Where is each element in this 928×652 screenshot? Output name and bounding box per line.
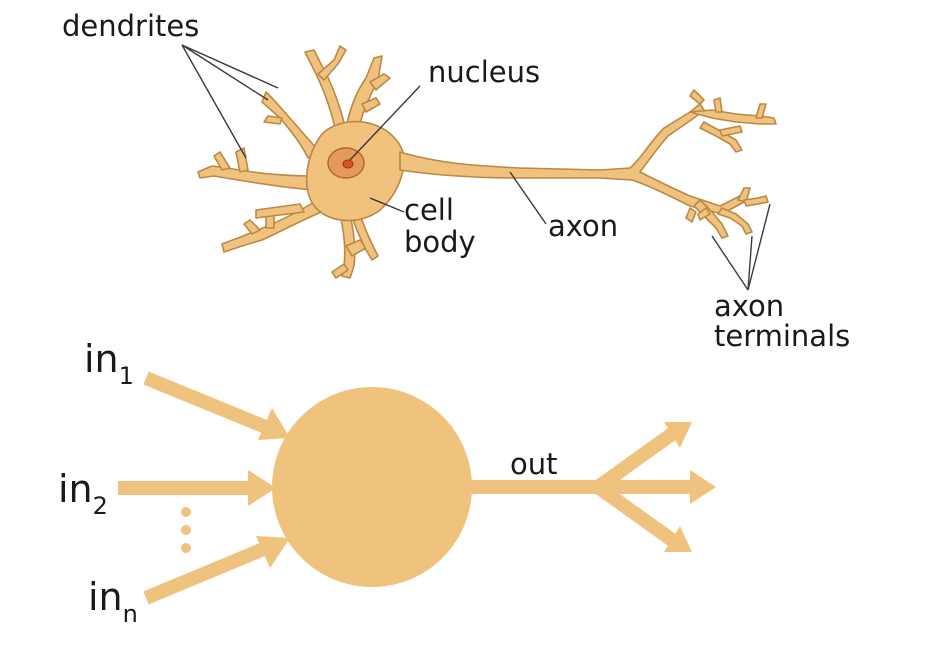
- nucleus: [327, 147, 365, 179]
- artificial-labels: in1 in2 inn out: [58, 337, 558, 628]
- axon-shape: [399, 103, 745, 215]
- input-ellipsis: [181, 507, 191, 553]
- input-arrow-1: [143, 371, 290, 440]
- input-arrow-n: [143, 536, 290, 605]
- label-nucleus: nucleus: [428, 55, 540, 89]
- input-arrows: [118, 371, 290, 605]
- axon-terminal-lower: [685, 187, 769, 239]
- dendrite-branches: [197, 45, 391, 279]
- label-cell: cell: [404, 193, 454, 227]
- output-arrows: [468, 422, 716, 552]
- input-label-n: inn: [88, 575, 138, 628]
- label-body: body: [404, 225, 476, 259]
- input-label-1: in1: [84, 337, 134, 390]
- axon-terminal-upper: [689, 89, 777, 153]
- input-label-2: in2: [58, 467, 108, 520]
- nucleolus-shape: [342, 159, 354, 169]
- label-axon: axon: [548, 209, 618, 243]
- biological-labels: dendrites nucleus cell body axon axon te…: [62, 9, 850, 353]
- label-axon-terminals-line2: terminals: [714, 319, 850, 353]
- artificial-cell: [272, 387, 472, 587]
- label-dendrites: dendrites: [62, 9, 199, 43]
- leader-lines: [181, 44, 771, 291]
- input-arrow-2: [118, 470, 276, 506]
- output-label: out: [510, 447, 558, 481]
- artificial-neuron: in1 in2 inn out: [58, 337, 716, 628]
- label-axon-terminals-line1: axon: [714, 289, 784, 323]
